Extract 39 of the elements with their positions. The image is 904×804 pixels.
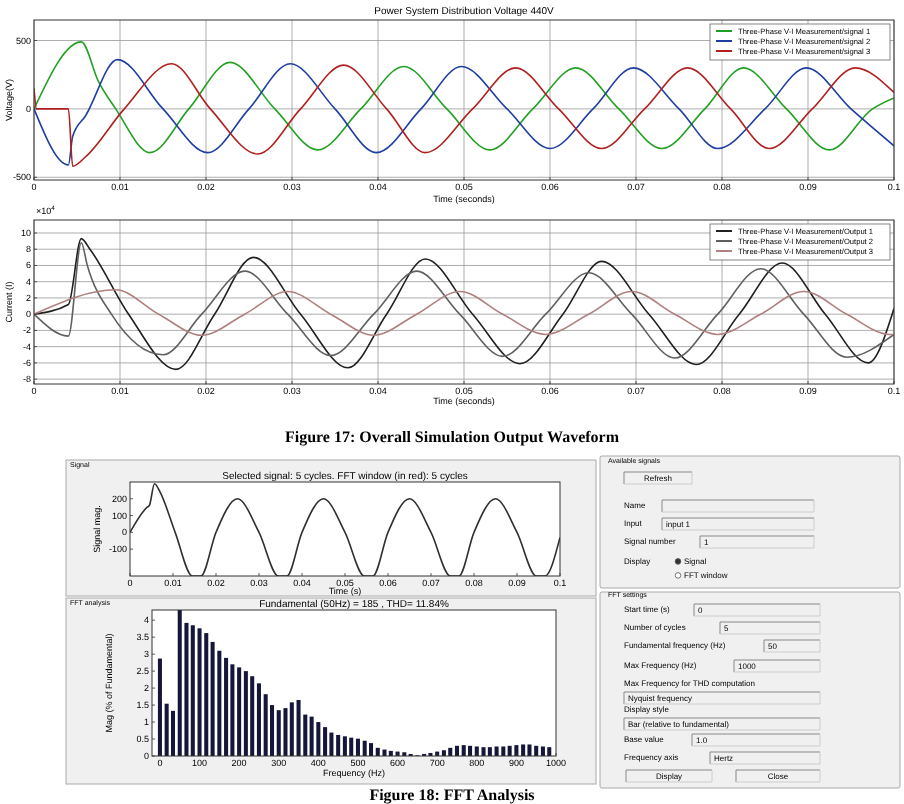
bar <box>481 747 486 756</box>
bar <box>177 610 182 756</box>
bar <box>276 710 281 756</box>
bar <box>237 667 242 756</box>
bar <box>521 744 526 756</box>
bar <box>316 722 321 756</box>
bar <box>224 657 229 756</box>
bar <box>217 650 222 756</box>
bar <box>540 746 545 756</box>
caption: Figure 18: FFT Analysis <box>369 786 535 804</box>
caption: Figure 17: Overall Simulation Output Waveform <box>284 428 620 446</box>
bar <box>323 727 328 756</box>
bar <box>369 743 374 756</box>
bar <box>190 625 195 756</box>
bar <box>329 732 334 756</box>
line-series <box>130 482 560 576</box>
bar <box>210 641 215 756</box>
bar <box>494 746 499 756</box>
bar <box>296 699 301 756</box>
bar <box>309 716 314 756</box>
bar <box>342 736 347 756</box>
bar <box>461 745 466 756</box>
line-series <box>34 289 894 337</box>
bar <box>362 740 367 756</box>
bar <box>204 633 209 756</box>
bar <box>527 744 532 756</box>
bar <box>197 628 202 756</box>
bar <box>349 737 354 756</box>
bar <box>250 676 255 756</box>
bar <box>501 746 506 756</box>
bar <box>283 708 288 756</box>
bar <box>336 734 341 756</box>
line-series <box>34 41 894 154</box>
bar <box>230 664 235 756</box>
bar <box>289 702 294 756</box>
bar <box>256 683 261 756</box>
bar <box>157 658 162 756</box>
bar <box>382 749 387 756</box>
bar <box>243 671 248 756</box>
